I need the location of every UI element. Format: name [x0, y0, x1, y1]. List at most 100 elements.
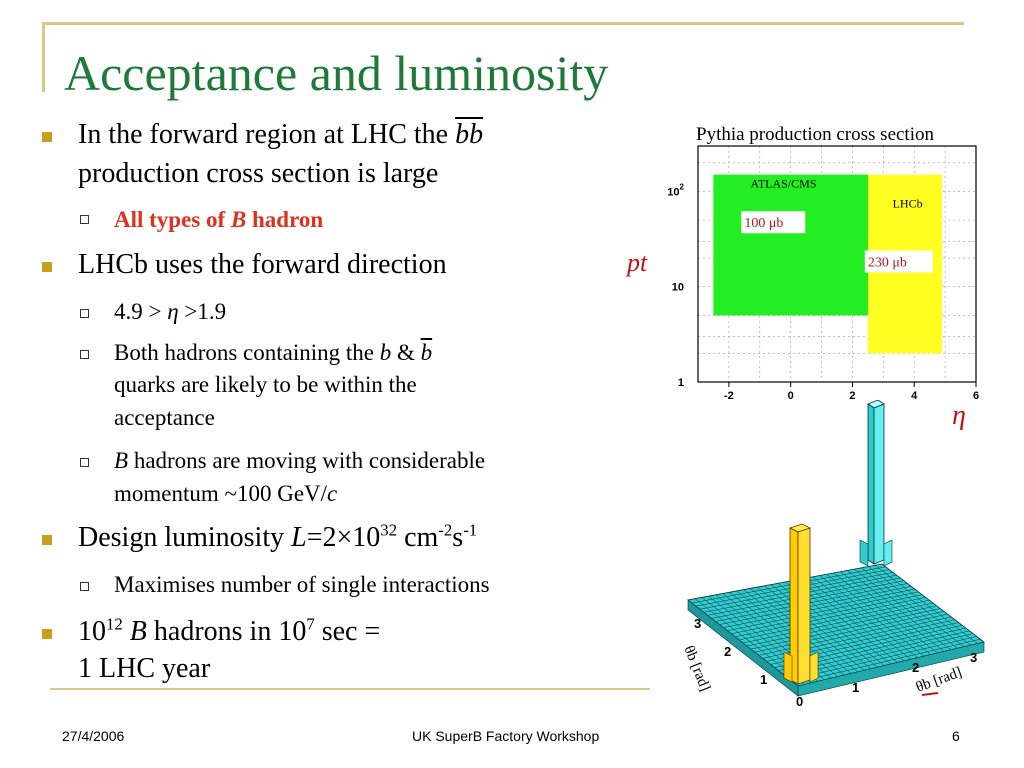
bullet-1-bb: bb: [455, 119, 484, 150]
sub-B: B: [230, 207, 247, 232]
lego-grid-line: [854, 568, 958, 649]
region-atlas-cms-front: [713, 174, 868, 316]
y-tick-label: 102: [667, 182, 684, 198]
pt-label: pt: [627, 248, 648, 277]
region-atlas-cms-name: ATLAS/CMS: [751, 177, 817, 191]
frame-left-line: [42, 22, 45, 92]
bullet-2-sub-2-line3: acceptance: [114, 405, 215, 430]
bullet-2-sub-1: 4.9 > η >1.9: [114, 295, 226, 328]
yellow-spike: [783, 523, 819, 685]
sub-bullet-marker: [80, 309, 89, 318]
frame-top-line: [42, 22, 964, 25]
b4-10: 10: [78, 616, 106, 647]
chart-x-ticks: -2 0 2 4 6: [724, 382, 979, 400]
luminosity-symbol: L: [291, 522, 307, 553]
region-lhcb-box: [864, 250, 933, 273]
lego-grid-line: [819, 575, 925, 657]
lego-tick-2: 1: [852, 680, 859, 695]
lego-grid-line: [754, 611, 944, 653]
region-atlas-cms-value: 100 μb: [744, 216, 783, 231]
region-lhcb-name: LHCb: [893, 196, 923, 210]
lego-grid-line: [798, 579, 905, 662]
y-axis-label: pt: [627, 248, 647, 278]
lego-base: [687, 563, 985, 687]
sub-bullet-marker: [80, 582, 89, 591]
y-tick-exp: 2: [680, 182, 685, 191]
x-tick-label: 6: [973, 390, 979, 400]
b-symbol: b: [379, 340, 392, 365]
bullet-3-sub-1: Maximises number of single interactions: [114, 572, 490, 597]
x-tick-label: 2: [849, 390, 855, 400]
bullet-2-sub-2-line2: quarks are likely to be within the: [114, 372, 417, 397]
lego-tick-1: 2: [724, 644, 731, 659]
lego-axis2-label: θb [rad]: [914, 664, 964, 695]
lego-grid-surface: [687, 563, 985, 697]
cyan-spike: [859, 400, 893, 567]
y-tick-label: 1: [678, 377, 684, 389]
lego-grid-line: [874, 565, 978, 644]
x-tick-label: 4: [911, 390, 918, 400]
lego-grid-line: [750, 608, 941, 650]
lego-tick-1: 3: [694, 616, 701, 631]
b4-exp1: 12: [106, 614, 123, 634]
sub-text-post: >1.9: [178, 299, 227, 324]
bullet-1: In the forward region at LHC the bb: [78, 118, 483, 152]
region-lhcb-value: 230 μb: [868, 256, 907, 271]
b3-exp2: -2: [438, 520, 453, 540]
b4-B: B: [122, 616, 147, 647]
sub-bullet-marker: [80, 458, 89, 467]
bullet-4: 1012 B hadrons in 107 sec =: [78, 615, 380, 649]
b3-eq: =2×10: [306, 522, 381, 553]
b4-exp2: 7: [306, 614, 315, 634]
x-tick-label: -2: [724, 390, 734, 400]
sub-bullet-marker: [80, 215, 89, 224]
footer-event: UK SuperB Factory Workshop: [412, 728, 600, 744]
lego-grid-line: [840, 571, 945, 652]
lego-axis1-label: θb [rad]: [680, 644, 713, 694]
slide-title: Acceptance and luminosity: [64, 45, 609, 101]
lego-axis2-underline: [921, 692, 939, 696]
sub-text: momentum ~100 GeV/: [114, 481, 328, 506]
bullet-2: LHCb uses the forward direction: [78, 249, 447, 280]
lego-grid-line: [833, 572, 938, 654]
lego-tick-1: 1: [760, 672, 767, 687]
chart-frame: [697, 145, 977, 383]
lego-grid-line: [794, 638, 981, 684]
b3-s: s: [452, 522, 464, 553]
lego-grid-line: [881, 563, 985, 643]
bullet-marker: [42, 629, 52, 639]
bullet-1-sub-1: All types of B hadron: [114, 203, 323, 236]
pythia-region-chart: ATLAS/CMS 100 μb LHCb 230 μb -2 0 2 4 6 1 10 102: [667, 145, 979, 400]
B-symbol: B: [114, 448, 129, 473]
region-atlas-cms-box: [741, 211, 806, 234]
chart-regions: ATLAS/CMS 100 μb LHCb 230 μb: [713, 174, 943, 354]
sub-text-post: hadron: [246, 207, 324, 232]
amp: &: [391, 340, 421, 365]
bullet-1-line2: production cross section is large: [78, 158, 439, 189]
lego-grid-line: [867, 566, 971, 646]
lego-base-side: [687, 599, 799, 697]
bullet-2-sub-3-line2: momentum ~100 GeV/c: [114, 477, 337, 510]
sub-text: 4.9 >: [114, 299, 168, 324]
lego-tick-2: 3: [970, 650, 977, 665]
x-tick-label: 0: [788, 390, 794, 400]
x-axis-label: η: [952, 400, 966, 431]
sub-bullet-marker: [80, 350, 89, 359]
sub-text: hadrons are moving with considerable: [128, 448, 486, 473]
chart-y-ticks: 1 10 102: [667, 182, 684, 389]
b3-exp1: 32: [380, 520, 398, 540]
bullet-1-text: In the forward region at LHC the: [78, 119, 456, 150]
footer-page-number: 6: [952, 728, 960, 744]
footer-date: 27/4/2006: [62, 728, 125, 744]
lego-grid-line: [847, 570, 951, 651]
sub-text: Both hadrons containing the: [114, 340, 380, 365]
c-symbol: c: [327, 481, 338, 506]
y-tick-label: 10: [672, 282, 684, 294]
b4-post: sec =: [314, 616, 381, 647]
b3-text: Design luminosity: [78, 522, 292, 553]
bullet-2-sub-3: B hadrons are moving with considerable: [114, 444, 485, 477]
lego-tick-1: 0: [796, 694, 803, 709]
lego-grid-line: [746, 605, 937, 647]
frame-bottom-line: [50, 688, 650, 690]
eta-symbol: η: [167, 299, 179, 324]
